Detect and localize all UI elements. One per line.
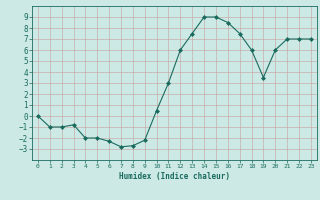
X-axis label: Humidex (Indice chaleur): Humidex (Indice chaleur) <box>119 172 230 181</box>
